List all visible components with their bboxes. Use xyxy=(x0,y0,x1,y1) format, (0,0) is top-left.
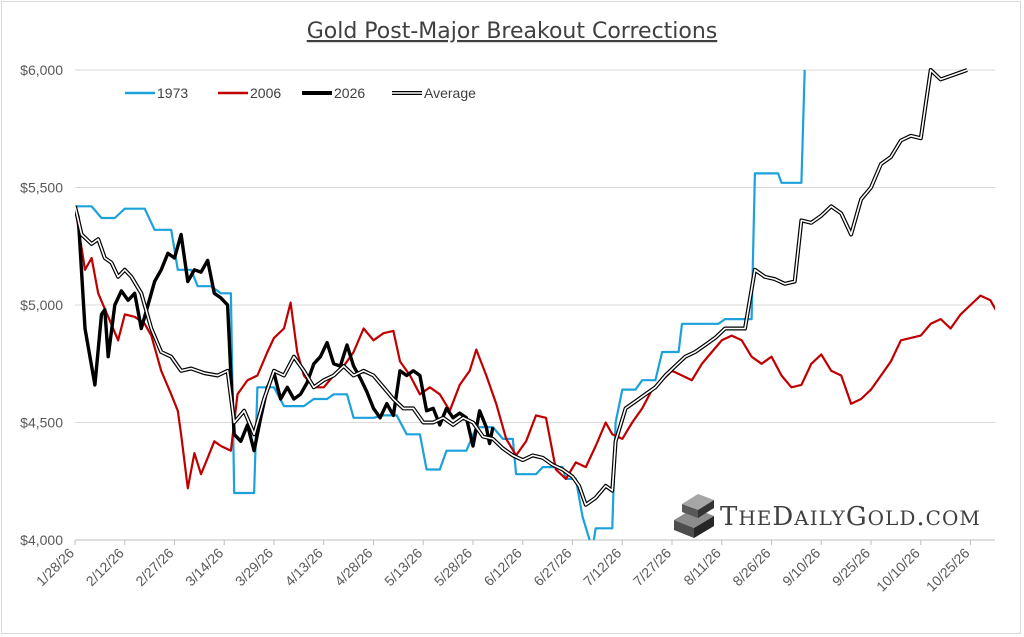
y-tick-label: $4,000 xyxy=(20,532,63,548)
series-2026-line xyxy=(75,205,495,453)
x-tick-label: 9/25/26 xyxy=(829,545,873,589)
x-tick-label: 2/27/26 xyxy=(132,545,176,589)
x-tick-label: 5/13/26 xyxy=(381,545,425,589)
gold-bars-logo xyxy=(674,494,714,538)
x-tick-label: 8/11/26 xyxy=(680,545,724,589)
x-tick-label: 9/10/26 xyxy=(779,545,823,589)
x-tick-label: 6/27/26 xyxy=(530,545,574,589)
x-tick-label: 10/10/26 xyxy=(873,545,923,595)
x-tick-label: 5/28/26 xyxy=(431,545,475,589)
chart-title: Gold Post-Major Breakout Corrections xyxy=(307,19,718,44)
y-tick-label: $4,500 xyxy=(20,415,63,431)
branding: THEDAILYGOLD.COM xyxy=(674,494,981,538)
legend-label-1973: 1973 xyxy=(157,85,188,101)
x-tick-label: 6/12/26 xyxy=(481,545,525,589)
legend-label-average: Average xyxy=(424,85,476,101)
x-tick-label: 10/25/26 xyxy=(923,545,973,595)
y-tick-label: $6,000 xyxy=(20,62,63,78)
x-tick-label: 8/26/26 xyxy=(729,545,773,589)
x-tick-label: 3/14/26 xyxy=(182,545,226,589)
x-tick-label: 4/28/26 xyxy=(331,545,375,589)
legend-label-2006: 2006 xyxy=(250,85,281,101)
x-tick-label: 2/12/26 xyxy=(83,545,127,589)
legend-label-2026: 2026 xyxy=(334,85,365,101)
y-axis-ticks: $4,000 $4,500 $5,000 $5,500 $6,000 xyxy=(20,62,63,548)
x-tick-label: 7/27/26 xyxy=(630,545,674,589)
series-2006-line xyxy=(75,206,995,490)
brand-text: THEDAILYGOLD.COM xyxy=(720,502,981,532)
legend: 1973 2006 2026 Average xyxy=(125,85,476,101)
series-1973-line xyxy=(75,69,806,540)
series-lines xyxy=(75,68,995,540)
x-tick-label: 7/12/26 xyxy=(580,545,624,589)
x-tick-label: 1/28/26 xyxy=(33,545,77,589)
x-axis-ticks: 1/28/26 2/12/26 2/27/26 3/14/26 3/29/26 4/13/… xyxy=(33,539,995,595)
x-tick-label: 3/29/26 xyxy=(232,545,276,589)
y-tick-label: $5,000 xyxy=(20,297,63,313)
x-tick-label: 4/13/26 xyxy=(282,545,326,589)
y-tick-label: $5,500 xyxy=(20,180,63,196)
series-average-inner xyxy=(75,69,968,506)
gridlines xyxy=(75,69,995,541)
series-average-outer xyxy=(75,68,968,507)
